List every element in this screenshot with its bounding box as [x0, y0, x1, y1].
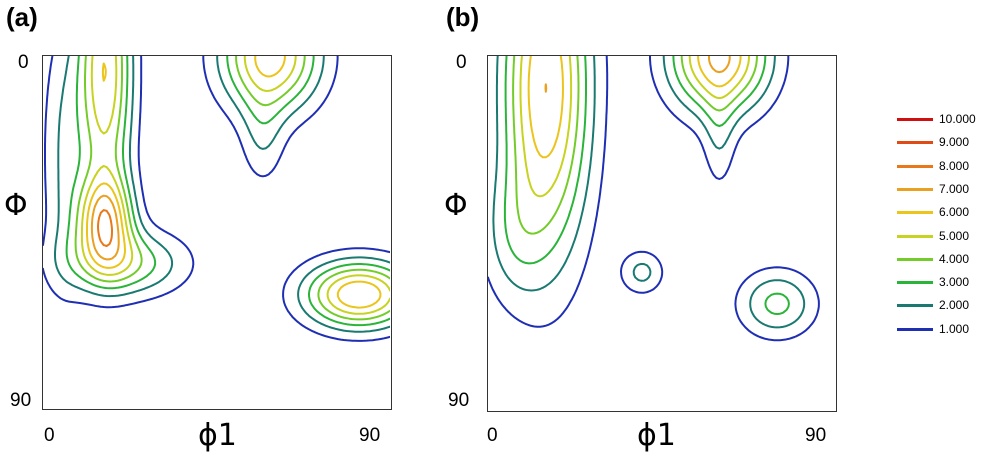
- panel-a-y-tick-0: 0: [18, 52, 29, 73]
- panel-b-y-axis-title: Φ: [444, 188, 468, 223]
- legend-entry-4: 4.000: [897, 250, 1000, 268]
- panel-b-plot-area: [487, 55, 837, 412]
- legend-label-2: 2.000: [939, 298, 970, 313]
- legend-entry-8: 8.000: [897, 157, 1000, 175]
- legend-entry-3: 3.000: [897, 273, 1000, 291]
- panel-a-contour-plot: [43, 56, 390, 342]
- legend-label-10: 10.000: [939, 112, 976, 126]
- panel-b-label: (b): [446, 2, 480, 32]
- panel-a-contour-level-6: [86, 56, 382, 309]
- legend-entry-9: 9.000: [897, 133, 1000, 151]
- panel-b-x-axis-title: ϕ1: [637, 418, 676, 453]
- contour-legend: 10.000 9.000 8.000 7.000 6.000 5.000 4.000 3.00…: [897, 110, 997, 350]
- panel-a-contour-level-8: [97, 209, 113, 247]
- panel-b-contour-level-5: [519, 56, 750, 198]
- legend-swatch-9: [897, 141, 933, 145]
- panel-a-y-axis-title: Φ: [4, 188, 28, 223]
- panel-a-contour-level-2: [54, 56, 390, 333]
- panel-a-label: (a): [6, 2, 38, 32]
- legend-label-3: 3.000: [939, 275, 970, 290]
- legend-entry-6: 6.000: [897, 203, 1000, 221]
- panel-a-x-axis-title: ϕ1: [198, 418, 237, 453]
- legend-label-6: 6.000: [939, 205, 970, 220]
- legend-label-4: 4.000: [939, 251, 970, 266]
- legend-swatch-8: [897, 164, 933, 168]
- legend-label-7: 7.000: [939, 181, 970, 196]
- legend-entry-7: 7.000: [897, 180, 1000, 198]
- panel-a-plot-area: [42, 55, 392, 410]
- legend-entry-10: 10.000: [897, 110, 1000, 128]
- panel-b-contour-level-1: [488, 56, 820, 342]
- panel-a-contour-level-4: [74, 56, 390, 321]
- panel-a-contour-level-1: [43, 56, 390, 342]
- panel-a-x-tick-0: 0: [44, 425, 55, 446]
- panel-b-x-tick-0: 0: [487, 425, 498, 446]
- legend-swatch-1: [897, 327, 933, 331]
- panel-b-x-tick-90: 90: [805, 425, 827, 446]
- legend-swatch-2: [897, 304, 933, 308]
- panel-b-contour-plot: [488, 56, 820, 342]
- legend-swatch-3: [897, 281, 933, 285]
- panel-a-contour-level-3: [65, 56, 390, 327]
- legend-label-8: 8.000: [939, 158, 970, 173]
- legend-swatch-7: [897, 187, 933, 191]
- legend-swatch-4: [897, 257, 933, 261]
- legend-swatch-5: [897, 234, 933, 238]
- legend-label-9: 9.000: [939, 135, 970, 150]
- panel-a-contour-level-5: [80, 56, 390, 315]
- panel-a-x-tick-90: 90: [359, 425, 381, 446]
- panel-a-contour-level-7: [90, 194, 120, 261]
- panel-b-contour-level-6: [527, 56, 742, 159]
- panel-b-y-tick-0: 0: [456, 52, 467, 73]
- panel-b-contour-level-2: [492, 56, 806, 329]
- panel-a-y-tick-90: 90: [10, 390, 32, 411]
- legend-swatch-10: [897, 118, 933, 121]
- legend-label-1: 1.000: [939, 321, 970, 336]
- panel-b-contour-level-3: [503, 56, 790, 315]
- legend-swatch-6: [897, 211, 933, 215]
- legend-entry-5: 5.000: [897, 227, 1000, 245]
- legend-entry-2: 2.000: [897, 296, 1000, 314]
- legend-entry-1: 1.000: [897, 320, 1000, 338]
- panel-b-y-tick-90: 90: [448, 390, 470, 411]
- panel-b-contour-level-7: [544, 56, 731, 93]
- legend-label-5: 5.000: [939, 228, 970, 243]
- panel-b-contour-level-4: [512, 56, 758, 235]
